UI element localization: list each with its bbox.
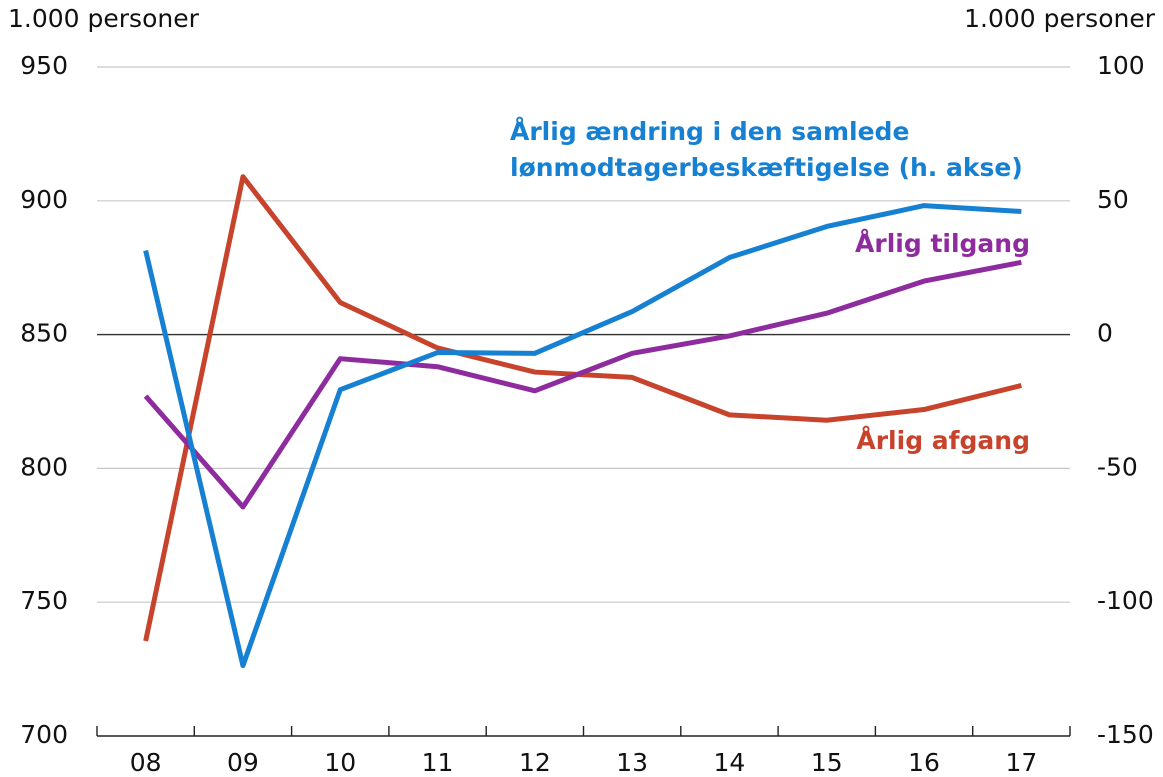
series-label: Årlig tilgang <box>855 229 1030 258</box>
series-line <box>143 259 1022 510</box>
y2-tick-label: -150 <box>1097 720 1154 749</box>
x-tick-label: 09 <box>227 748 259 777</box>
y-tick-label: 750 <box>20 586 68 615</box>
x-tick-label: 15 <box>811 748 843 777</box>
x-tick-label: 12 <box>519 748 551 777</box>
series-line <box>143 203 1022 669</box>
y2-tick-label: -100 <box>1097 586 1154 615</box>
x-tick-label: 10 <box>324 748 356 777</box>
y2-tick-label: 100 <box>1097 51 1145 80</box>
y-tick-label: 850 <box>20 319 68 348</box>
y-axis-label: 1.000 personer <box>8 4 200 33</box>
x-tick-label: 11 <box>422 748 454 777</box>
y2-tick-label: 50 <box>1097 185 1129 214</box>
x-tick-label: 14 <box>714 748 746 777</box>
x-tick-label: 08 <box>130 748 162 777</box>
x-tick-label: 17 <box>1005 748 1037 777</box>
y2-tick-label: 0 <box>1097 319 1113 348</box>
y-tick-label: 800 <box>20 452 68 481</box>
x-tick-label: 13 <box>616 748 648 777</box>
y2-tick-label: -50 <box>1097 452 1138 481</box>
y-tick-label: 700 <box>20 720 68 749</box>
y-tick-label: 950 <box>20 51 68 80</box>
series-label: Årlig afgang <box>856 426 1030 455</box>
series-label: Årlig ændring i den samlede lønmodtagerb… <box>510 117 1023 182</box>
y-tick-label: 900 <box>20 185 68 214</box>
y2-axis-label: 1.000 personer <box>964 4 1156 33</box>
x-tick-label: 16 <box>908 748 940 777</box>
